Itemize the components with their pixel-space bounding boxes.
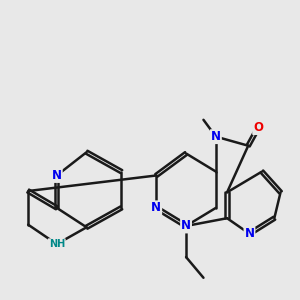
Text: N: N <box>244 227 254 240</box>
Text: N: N <box>52 169 62 182</box>
Text: N: N <box>211 130 221 143</box>
Text: O: O <box>253 121 263 134</box>
Text: N: N <box>181 220 191 232</box>
Text: N: N <box>151 201 161 214</box>
Text: NH: NH <box>49 239 65 249</box>
